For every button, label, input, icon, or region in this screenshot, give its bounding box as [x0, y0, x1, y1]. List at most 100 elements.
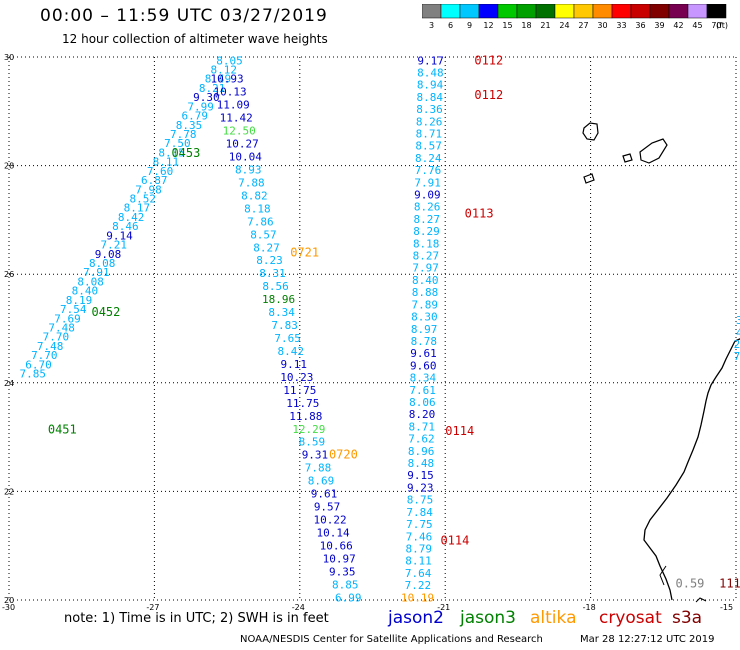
wave-height-value: 10.97	[323, 552, 356, 565]
colorbar-swatch	[459, 4, 480, 19]
colorbar-label: 21	[540, 21, 550, 30]
colorbar-label: 3	[429, 21, 434, 30]
wave-height-value: 10.23	[280, 371, 313, 384]
wave-height-value: 8.48	[417, 66, 444, 79]
wave-height-value: 8.84	[417, 91, 444, 104]
canary-island-la-palma	[582, 122, 599, 141]
legend-s3a: s3a	[672, 608, 703, 628]
wave-height-value: 8.19	[66, 294, 93, 307]
wave-height-value: 7.86	[247, 215, 274, 228]
colorbar-swatch	[706, 4, 727, 19]
lat-tick-label: 24	[4, 379, 14, 388]
colorbar-label: 30	[597, 21, 607, 30]
wave-height-value: 7.60	[147, 165, 174, 178]
wave-height-value: 8.26	[416, 115, 443, 128]
wave-height-value: 7.99	[187, 100, 214, 113]
wave-height-value: 9.35	[329, 565, 356, 578]
lon-tick-label: -21	[437, 603, 450, 612]
canary-island-tenerife	[639, 138, 668, 164]
wave-height-value: 11.09	[217, 99, 250, 112]
pass-time-label: 0721	[290, 245, 319, 259]
generated-timestamp: Mar 28 12:27:12 UTC 2019	[580, 634, 715, 645]
wave-height-value: 8.42	[118, 211, 145, 224]
colorbar-swatch	[535, 4, 556, 19]
wave-height-value: 7.78	[170, 128, 197, 141]
longitude-labels: -30 -27 -24 -21 -18 -15	[2, 603, 733, 612]
lat-tick-label: 26	[4, 270, 14, 279]
credit-line: NOAA/NESDIS Center for Satellite Applica…	[240, 634, 543, 645]
colorbar-swatch	[497, 4, 518, 19]
wave-height-value: 8.78	[411, 335, 438, 348]
pass-time-label: 0114	[445, 424, 474, 438]
latitude-labels: 30 28 26 24 22 20	[4, 53, 14, 605]
colorbar-swatch	[440, 4, 461, 19]
pass-time-label: 0114	[440, 533, 469, 547]
wave-height-value: 8.08	[77, 275, 104, 288]
wave-height-value: 9.17	[417, 54, 444, 67]
lon-tick-label: -18	[583, 603, 596, 612]
wave-height-value: 8.49	[205, 73, 232, 86]
wave-height-value: 8.79	[406, 542, 433, 555]
wave-height-value: 7.70	[31, 349, 58, 362]
wave-height-value: 8.82	[241, 189, 268, 202]
legend-cryosat: cryosat	[599, 608, 662, 628]
colorbar-swatch	[687, 4, 708, 19]
wave-height-value: 7.48	[48, 321, 75, 334]
wave-height-value: 7.89	[411, 298, 438, 311]
wave-height-value: 7.69	[54, 312, 81, 325]
wave-height-value: 7.62	[408, 433, 435, 446]
wave-height-value: 7.50	[164, 137, 191, 150]
colorbar-swatch	[573, 4, 594, 19]
wave-height-value: 6.99	[335, 591, 362, 604]
wave-height-value: 8.24	[415, 152, 442, 165]
wave-height-value: 8.46	[112, 220, 139, 233]
pass-time-label: 0.59	[676, 577, 705, 591]
pass-time-label: 0453	[171, 146, 200, 160]
footnote: note: 1) Time is in UTC; 2) SWH is in fe…	[64, 611, 329, 626]
wave-height-value: 8.94	[417, 79, 444, 92]
wave-height-value: 10.66	[320, 539, 353, 552]
wave-height-value: 8.11	[405, 555, 432, 568]
wave-height-value: 10.19	[401, 591, 434, 604]
wave-height-value: 10.22	[314, 514, 347, 527]
wave-height-value: 7.48	[37, 340, 64, 353]
wave-height-value: 8.36	[416, 103, 443, 116]
colorbar-swatch	[668, 4, 689, 19]
legend-jason2: jason2	[388, 608, 444, 628]
wave-height-value: 7.75	[406, 518, 433, 531]
wave-height-value: 8.11	[153, 156, 180, 169]
africa-coastline	[643, 338, 740, 601]
colorbar-swatch	[630, 4, 651, 19]
colorbar-label: 27	[578, 21, 588, 30]
wave-height-value: 8.29	[413, 225, 440, 238]
wave-height-value: 7.76	[415, 164, 442, 177]
wave-height-value: 8.40	[72, 285, 99, 298]
wave-height-value: 8.17	[124, 202, 151, 215]
wave-height-value: 9.09	[414, 189, 441, 202]
wave-height-value: 7.98	[135, 183, 162, 196]
colorbar-swatch	[649, 4, 670, 19]
wave-height-value: 12.29	[292, 423, 325, 436]
wave-height-value: 8.57	[250, 228, 277, 241]
wave-height-value: 10.93	[211, 73, 244, 86]
wave-height-value: 9.08	[95, 248, 122, 261]
wave-height-value: 11.88	[289, 410, 322, 423]
wave-height-value: 8.27	[253, 241, 280, 254]
track-time-labels: 0112 0112 0113 0114 0114 0453 0452 0451 0721 0720…	[48, 53, 740, 590]
wave-height-value: 9.61	[311, 488, 338, 501]
wave-height-value: 8.97	[411, 323, 438, 336]
altimeter-tracks: 8.058.128.498.219.307.996.798.357.787.50…	[19, 54, 443, 604]
wave-height-value: 11.75	[283, 384, 316, 397]
wave-height-value: 9.11	[280, 358, 307, 371]
wave-height-value: 8.05	[216, 54, 243, 67]
wave-height-value: 11.42	[220, 112, 253, 125]
lon-tick-label: -30	[2, 603, 15, 612]
wave-height-value: 7.88	[305, 462, 332, 475]
wave-height-value: 10.14	[317, 526, 350, 539]
colorbar-label: 42	[673, 21, 683, 30]
wave-height-value: 9.15	[407, 469, 434, 482]
wave-height-value: 8.20	[409, 408, 436, 421]
wave-height-value: 9.31	[302, 449, 329, 462]
wave-height-value: 7.84	[406, 506, 433, 519]
